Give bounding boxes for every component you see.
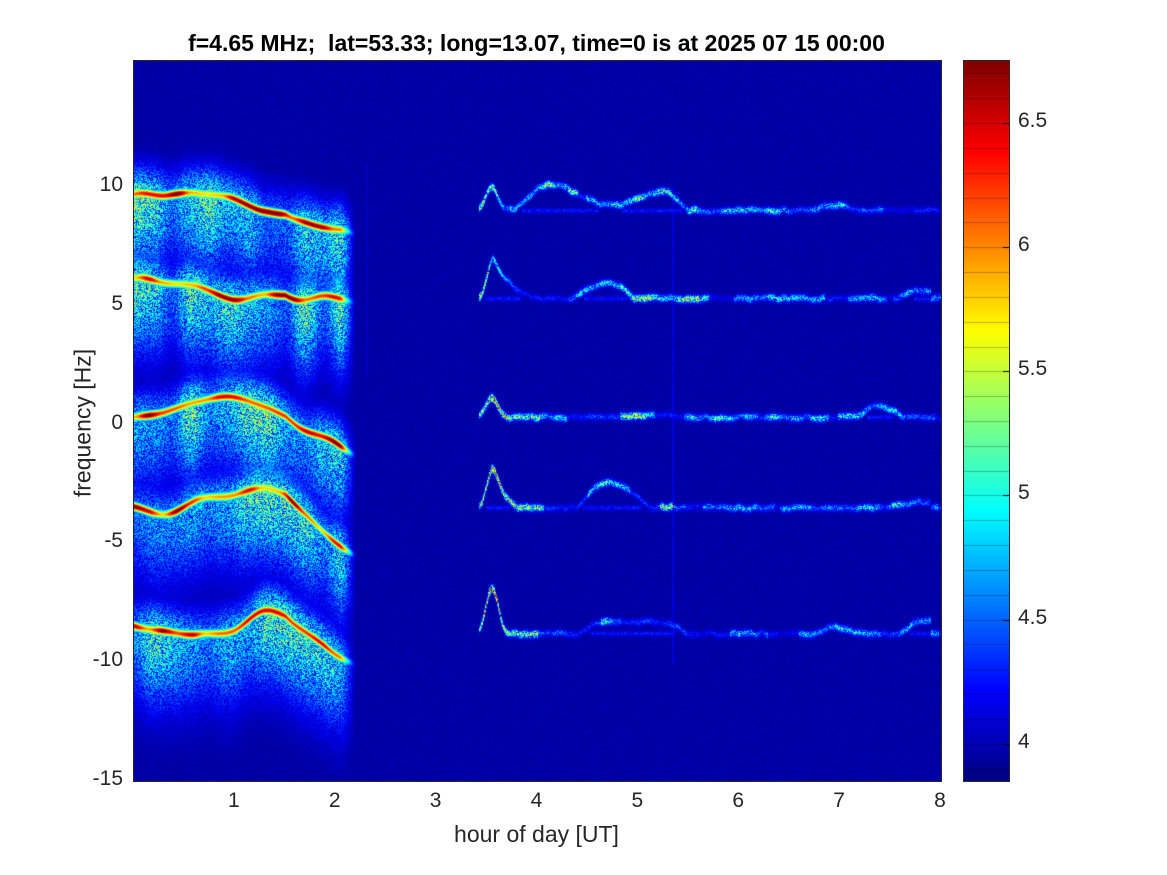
x-tick-label: 7 — [833, 789, 845, 812]
x-tick-label: 8 — [934, 789, 946, 812]
x-tick-label: 4 — [530, 789, 543, 812]
x-axis-label: hour of day [UT] — [454, 821, 619, 847]
x-tick-label: 6 — [732, 789, 745, 812]
y-tick-label: -5 — [104, 529, 123, 553]
colorbar-tick-label: 4 — [1018, 729, 1030, 753]
y-tick-label: -15 — [92, 767, 123, 790]
colorbar-canvas — [963, 60, 1010, 782]
x-tick-label: 2 — [328, 789, 341, 812]
y-tick-label: 5 — [111, 291, 123, 315]
y-tick-label: 10 — [99, 172, 123, 196]
spectrogram-canvas — [133, 60, 942, 782]
colorbar-tick-label: 5 — [1018, 481, 1030, 505]
x-tick-label: 5 — [631, 789, 644, 812]
chart-title: f=4.65 MHz; lat=53.33; long=13.07, time=… — [188, 30, 885, 56]
y-tick-label: -10 — [92, 648, 123, 672]
colorbar-tick-label: 6.5 — [1018, 109, 1048, 133]
y-tick-label: 0 — [111, 410, 123, 434]
colorbar-tick-label: 6 — [1018, 233, 1030, 257]
colorbar-tick-label: 4.5 — [1018, 605, 1048, 629]
colorbar-tick-label: 5.5 — [1018, 357, 1048, 381]
x-tick-label: 3 — [429, 789, 442, 812]
x-tick-label: 1 — [228, 789, 240, 812]
